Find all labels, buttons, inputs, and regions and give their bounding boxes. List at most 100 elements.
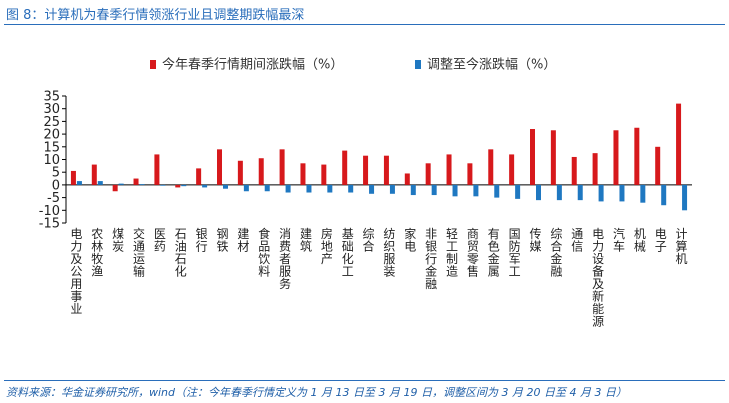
x-tick-label: 银行: [196, 227, 208, 254]
title-divider: [4, 24, 725, 25]
x-tick-label: 交通运输: [133, 226, 145, 279]
bar-spring: [154, 154, 160, 185]
bar-adjust: [348, 184, 354, 193]
bar-adjust: [410, 184, 416, 196]
x-tick-label: 电力设备及新能源: [592, 227, 604, 329]
x-tick-label: 有色金属: [488, 227, 500, 279]
x-tick-label: 钢铁: [216, 227, 228, 254]
x-tick-label: 基础化工: [342, 227, 354, 279]
bar-adjust: [473, 184, 479, 197]
bar-spring: [342, 150, 348, 185]
x-tick-label: 商贸零售: [467, 226, 479, 279]
x-tick-label: 电子: [655, 227, 667, 254]
bar-spring: [467, 163, 473, 185]
bar-spring: [425, 163, 431, 185]
legend-swatch: [415, 60, 421, 69]
y-tick-label: 30: [43, 102, 60, 117]
bar-adjust: [556, 184, 562, 201]
bar-adjust: [285, 184, 291, 193]
bar-spring: [133, 178, 139, 185]
bar-adjust: [264, 184, 270, 192]
x-tick-label: 石油石化: [175, 227, 187, 279]
legend-label: 调整至今涨跌幅（%）: [427, 57, 556, 73]
bar-spring: [175, 184, 181, 188]
bar-adjust: [243, 184, 249, 192]
bar-spring: [196, 168, 202, 185]
bar-chart: 今年春季行情期间涨跌幅（%） 调整至今涨跌幅（%） -15-10-505101520…: [39, 57, 692, 329]
x-tick-label: 轻工制造: [446, 227, 458, 279]
bar-spring: [237, 160, 243, 185]
bar-adjust: [202, 184, 208, 188]
x-tick-label: 非银行金融: [425, 227, 437, 291]
bar-adjust: [598, 184, 604, 202]
bar-adjust: [389, 184, 395, 194]
y-tick-label: 5: [52, 166, 60, 181]
x-tick-label: 综合: [363, 227, 375, 254]
legend-swatch: [150, 60, 156, 69]
bar-adjust: [160, 184, 166, 186]
y-tick-label: 35: [43, 90, 60, 105]
y-tick-label: -5: [47, 191, 60, 206]
y-tick-label: -10: [39, 204, 60, 219]
y-tick-label: 25: [43, 115, 60, 130]
bar-spring: [321, 164, 327, 185]
figure-title: 图 8：计算机为春季行情领涨行业且调整期跌幅最深: [6, 8, 305, 23]
bar-adjust: [494, 184, 500, 198]
y-tick-label: 0: [52, 178, 60, 193]
x-tick-label: 消费者服务: [279, 227, 291, 291]
x-tick-label: 农林牧渔: [91, 227, 103, 279]
bar-spring: [112, 184, 118, 192]
bar-spring: [70, 170, 76, 185]
bar-spring: [488, 149, 494, 185]
bar-spring: [279, 149, 285, 185]
bar-spring: [383, 155, 389, 185]
x-tick-label: 建材: [237, 227, 249, 254]
bar-spring: [530, 129, 535, 185]
bar-spring: [550, 130, 556, 185]
legend-label: 今年春季行情期间涨跌幅（%）: [162, 57, 343, 73]
x-tick-label: 医药: [154, 227, 166, 254]
x-tick-label: 机械: [634, 227, 646, 254]
bar-adjust: [452, 184, 458, 197]
bar-spring: [509, 154, 515, 185]
bar-adjust: [97, 181, 103, 185]
bar-adjust: [118, 183, 124, 185]
bar-adjust: [181, 184, 187, 187]
bar-spring: [676, 103, 682, 185]
source-divider: [4, 380, 725, 381]
x-tick-label: 汽车: [613, 226, 625, 254]
bar-adjust: [682, 184, 688, 211]
bar-adjust: [619, 184, 625, 202]
bar-spring: [634, 127, 640, 185]
bar-adjust: [536, 184, 541, 201]
bar-adjust: [327, 184, 333, 193]
bar-spring: [91, 164, 97, 185]
bar-spring: [404, 173, 410, 185]
x-tick-label: 传媒: [529, 226, 541, 254]
bar-spring: [613, 130, 619, 185]
x-tick-label: 综合金融: [550, 227, 562, 279]
bar-spring: [446, 154, 452, 185]
x-tick-label: 煤炭: [112, 227, 124, 254]
y-tick-label: 20: [43, 128, 60, 143]
y-tick-label: 10: [43, 153, 60, 168]
bar-spring: [300, 163, 306, 185]
x-tick-label: 纺织服装: [383, 227, 395, 279]
x-tick-label: 食品饮料: [258, 226, 270, 279]
bar-adjust: [76, 181, 82, 185]
y-tick-label: 15: [43, 140, 60, 155]
bar-spring: [217, 149, 222, 185]
x-tick-label: 家电: [404, 226, 416, 254]
bar-adjust: [577, 184, 583, 201]
x-tick-label: 房地产: [321, 226, 333, 266]
bar-adjust: [306, 184, 312, 193]
y-tick-label: -15: [39, 217, 60, 232]
bar-spring: [571, 156, 577, 185]
bar-spring: [258, 158, 264, 185]
bar-adjust: [661, 184, 667, 206]
bar-adjust: [515, 184, 521, 199]
x-tick-label: 通信: [571, 227, 583, 254]
bar-adjust: [223, 184, 228, 189]
bar-spring: [363, 155, 369, 185]
bar-spring: [592, 153, 598, 185]
